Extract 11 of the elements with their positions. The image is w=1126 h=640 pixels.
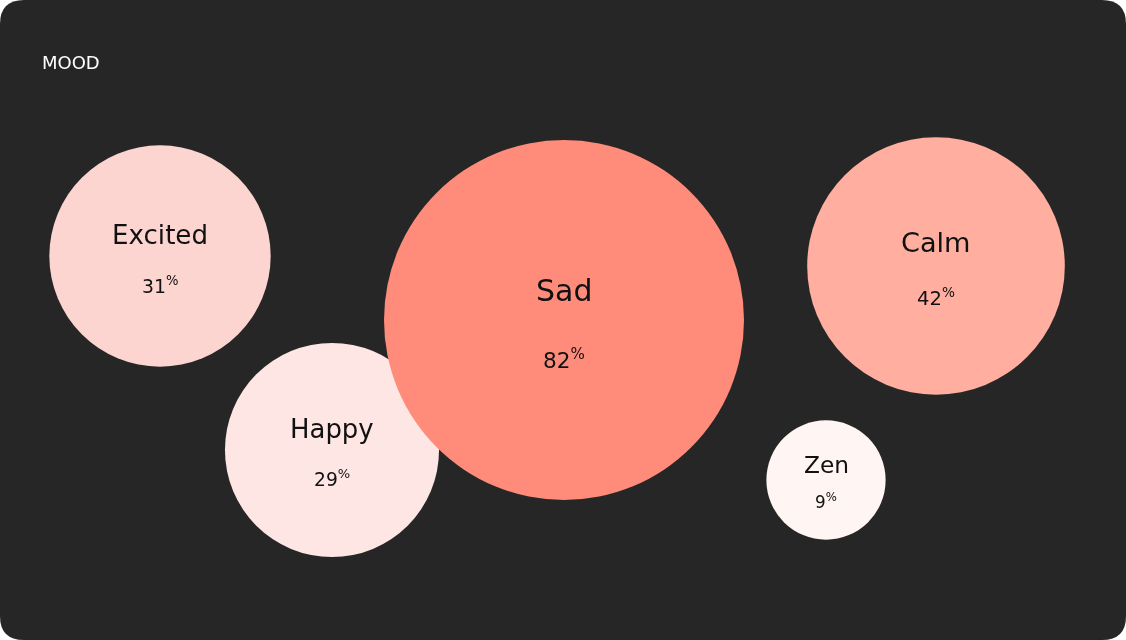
category-label: Zen <box>804 451 850 478</box>
category-label: Happy <box>290 414 374 444</box>
data-label: 9$^{%}$ <box>815 490 837 513</box>
category-label: Excited <box>112 220 209 250</box>
data-label: 29$^{%}$ <box>314 466 351 490</box>
text: MOOD <box>42 52 100 73</box>
data-label: 42$^{%}$ <box>917 284 955 311</box>
category-label: Calm <box>901 227 971 258</box>
data-label: 82$^{%}$ <box>543 345 585 374</box>
data-label: 31$^{%}$ <box>142 273 179 297</box>
category-label: Sad <box>536 273 593 308</box>
